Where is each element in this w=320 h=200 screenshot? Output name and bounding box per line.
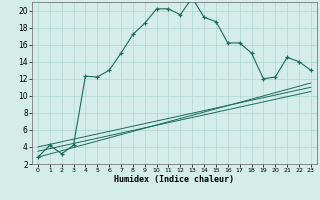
X-axis label: Humidex (Indice chaleur): Humidex (Indice chaleur)	[115, 175, 234, 184]
